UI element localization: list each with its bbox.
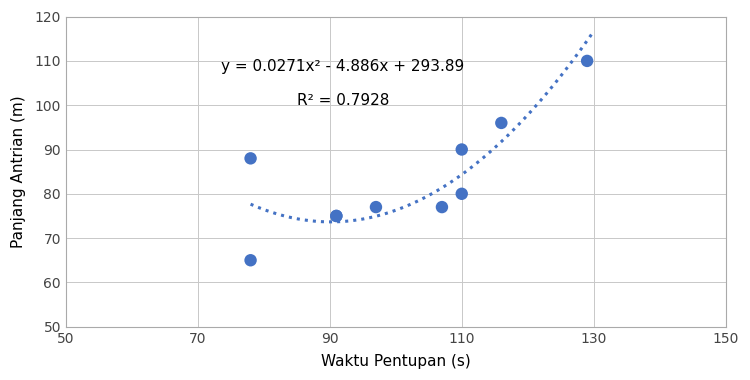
Point — [244, 257, 256, 263]
Point — [330, 213, 342, 219]
Point — [456, 146, 468, 152]
Point — [370, 204, 382, 210]
Point — [495, 120, 507, 126]
Y-axis label: Panjang Antrian (m): Panjang Antrian (m) — [11, 95, 26, 248]
Point — [581, 58, 593, 64]
Point — [456, 191, 468, 197]
Point — [330, 213, 342, 219]
Point — [436, 204, 448, 210]
Text: y = 0.0271x² - 4.886x + 293.89: y = 0.0271x² - 4.886x + 293.89 — [221, 59, 464, 74]
X-axis label: Waktu Pentupan (s): Waktu Pentupan (s) — [321, 354, 471, 369]
Point — [244, 155, 256, 162]
Text: R² = 0.7928: R² = 0.7928 — [297, 93, 389, 108]
